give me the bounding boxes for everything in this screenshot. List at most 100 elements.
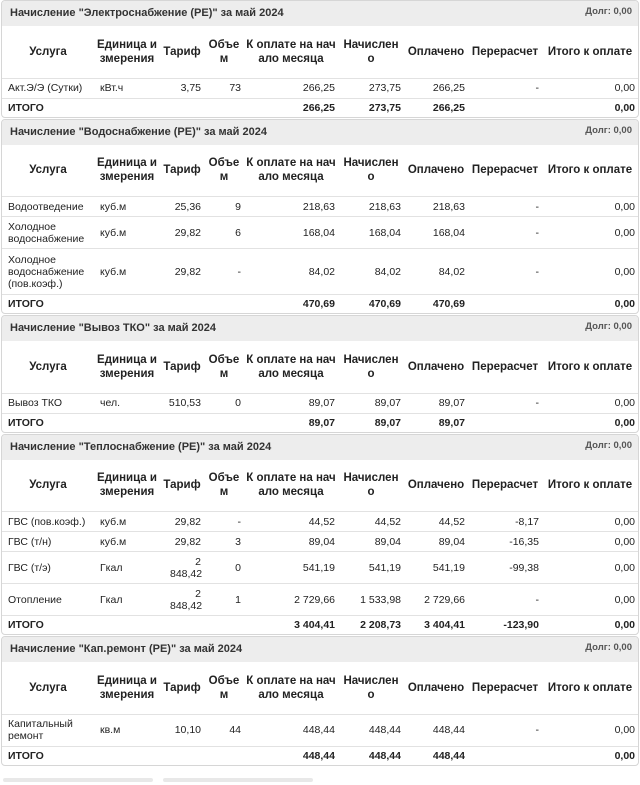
section-title: Начисление "Водоснабжение (РЕ)" за май 2… [10, 125, 267, 138]
col-service: Услуга [29, 45, 67, 58]
total-accrued: 448,44 [338, 745, 404, 765]
cell-service: Капитальный ремонт [2, 713, 94, 746]
cell-start: 448,44 [244, 713, 338, 746]
cell-service: ГВС (т/н) [2, 531, 94, 552]
cell-total: 0,00 [542, 531, 638, 552]
col-service: Услуга [29, 164, 67, 177]
cell-service: Акт.Э/Э (Сутки) [2, 77, 94, 98]
cell-tariff: 2 848,42 [160, 551, 204, 584]
cell-volume: 3 [204, 531, 244, 552]
cell-recalc: -8,17 [468, 511, 542, 532]
cell-unit: куб.м [94, 248, 160, 295]
cell-total: 0,00 [542, 216, 638, 249]
section-header: Начисление "Вывоз ТКО" за май 2024 Долг:… [2, 316, 638, 341]
cell-start: 84,02 [244, 248, 338, 295]
table-header-row: Услуга Единица измерения Тариф Объем К о… [2, 460, 638, 512]
cell-unit: куб.м [94, 531, 160, 552]
cell-total: 0,00 [542, 511, 638, 532]
cell-unit: Гкал [94, 551, 160, 584]
total-total: 0,00 [542, 294, 638, 313]
cell-volume: 44 [204, 713, 244, 746]
col-tariff: Тариф [163, 45, 201, 58]
col-total: Итого к оплате [547, 681, 633, 694]
section-capital-repair: Начисление "Кап.ремонт (РЕ)" за май 2024… [1, 636, 639, 766]
cell-start: 2 729,66 [244, 583, 338, 616]
col-tariff: Тариф [163, 360, 201, 373]
cell-volume: 6 [204, 216, 244, 249]
total-start: 89,07 [244, 412, 338, 432]
col-tariff: Тариф [163, 479, 201, 492]
button-stub [3, 777, 153, 782]
cell-start: 218,63 [244, 196, 338, 217]
total-label: ИТОГО [2, 294, 94, 313]
cell-volume: 0 [204, 551, 244, 584]
total-label: ИТОГО [2, 412, 94, 432]
total-recalc [468, 97, 542, 117]
cell-paid: 218,63 [404, 196, 468, 217]
debt-label: Долг: 0,00 [585, 439, 632, 451]
cell-accrued: 273,75 [338, 77, 404, 98]
col-volume: Объем [208, 472, 240, 499]
cell-tariff: 29,82 [160, 216, 204, 249]
col-start: К оплате на начало месяца [246, 674, 336, 701]
cell-accrued: 84,02 [338, 248, 404, 295]
cell-service: Холодное водоснабжение (пов.коэф.) [2, 248, 94, 295]
total-total: 0,00 [542, 745, 638, 765]
total-start: 3 404,41 [244, 615, 338, 634]
cell-start: 541,19 [244, 551, 338, 584]
cell-recalc: -16,35 [468, 531, 542, 552]
col-unit: Единица измерения [97, 38, 157, 65]
cell-total: 0,00 [542, 392, 638, 413]
total-paid: 89,07 [404, 412, 468, 432]
col-volume: Объем [208, 157, 240, 184]
total-total: 0,00 [542, 412, 638, 432]
total-row: ИТОГО 470,69 470,69 470,69 0,00 [2, 294, 638, 313]
section-header: Начисление "Кап.ремонт (РЕ)" за май 2024… [2, 637, 638, 662]
section-title: Начисление "Кап.ремонт (РЕ)" за май 2024 [10, 643, 243, 655]
cell-paid: 2 729,66 [404, 583, 468, 616]
table-header-row: Услуга Единица измерения Тариф Объем К о… [2, 662, 638, 714]
button-stub [163, 777, 313, 782]
cell-total: 0,00 [542, 248, 638, 295]
cell-start: 266,25 [244, 77, 338, 98]
cell-recalc: - [468, 77, 542, 98]
table-row: Холодное водоснабжение (пов.коэф.) куб.м… [2, 248, 638, 295]
bottom-button-stubs [1, 777, 639, 782]
col-service: Услуга [29, 360, 67, 373]
cell-start: 89,07 [244, 392, 338, 413]
cell-unit: куб.м [94, 216, 160, 249]
col-volume: Объем [208, 353, 240, 380]
cell-unit: куб.м [94, 511, 160, 532]
cell-unit: кВт.ч [94, 77, 160, 98]
charges-table: Услуга Единица измерения Тариф Объем К о… [2, 460, 638, 634]
total-row: ИТОГО 266,25 273,75 266,25 0,00 [2, 97, 638, 117]
col-recalc: Перерасчет [471, 360, 539, 373]
total-paid: 266,25 [404, 97, 468, 117]
cell-accrued: 89,04 [338, 531, 404, 552]
cell-accrued: 541,19 [338, 551, 404, 584]
cell-volume: 9 [204, 196, 244, 217]
col-recalc: Перерасчет [471, 681, 539, 694]
table-row: Акт.Э/Э (Сутки) кВт.ч 3,75 73 266,25 273… [2, 77, 638, 98]
cell-accrued: 44,52 [338, 511, 404, 532]
debt-label: Долг: 0,00 [585, 124, 632, 136]
col-total: Итого к оплате [547, 45, 633, 58]
cell-accrued: 89,07 [338, 392, 404, 413]
col-volume: Объем [208, 38, 240, 65]
table-header-row: Услуга Единица измерения Тариф Объем К о… [2, 145, 638, 197]
cell-paid: 89,07 [404, 392, 468, 413]
col-accrued: Начислено [343, 157, 399, 184]
col-paid: Оплачено [407, 681, 465, 694]
section-heating: Начисление "Теплоснабжение (РЕ)" за май … [1, 433, 639, 635]
cell-paid: 44,52 [404, 511, 468, 532]
cell-tariff: 510,53 [160, 392, 204, 413]
total-total: 0,00 [542, 97, 638, 117]
total-start: 266,25 [244, 97, 338, 117]
cell-start: 89,04 [244, 531, 338, 552]
cell-recalc: - [468, 248, 542, 295]
total-accrued: 89,07 [338, 412, 404, 432]
total-label: ИТОГО [2, 745, 94, 765]
col-recalc: Перерасчет [471, 164, 539, 177]
cell-total: 0,00 [542, 583, 638, 616]
col-recalc: Перерасчет [471, 45, 539, 58]
